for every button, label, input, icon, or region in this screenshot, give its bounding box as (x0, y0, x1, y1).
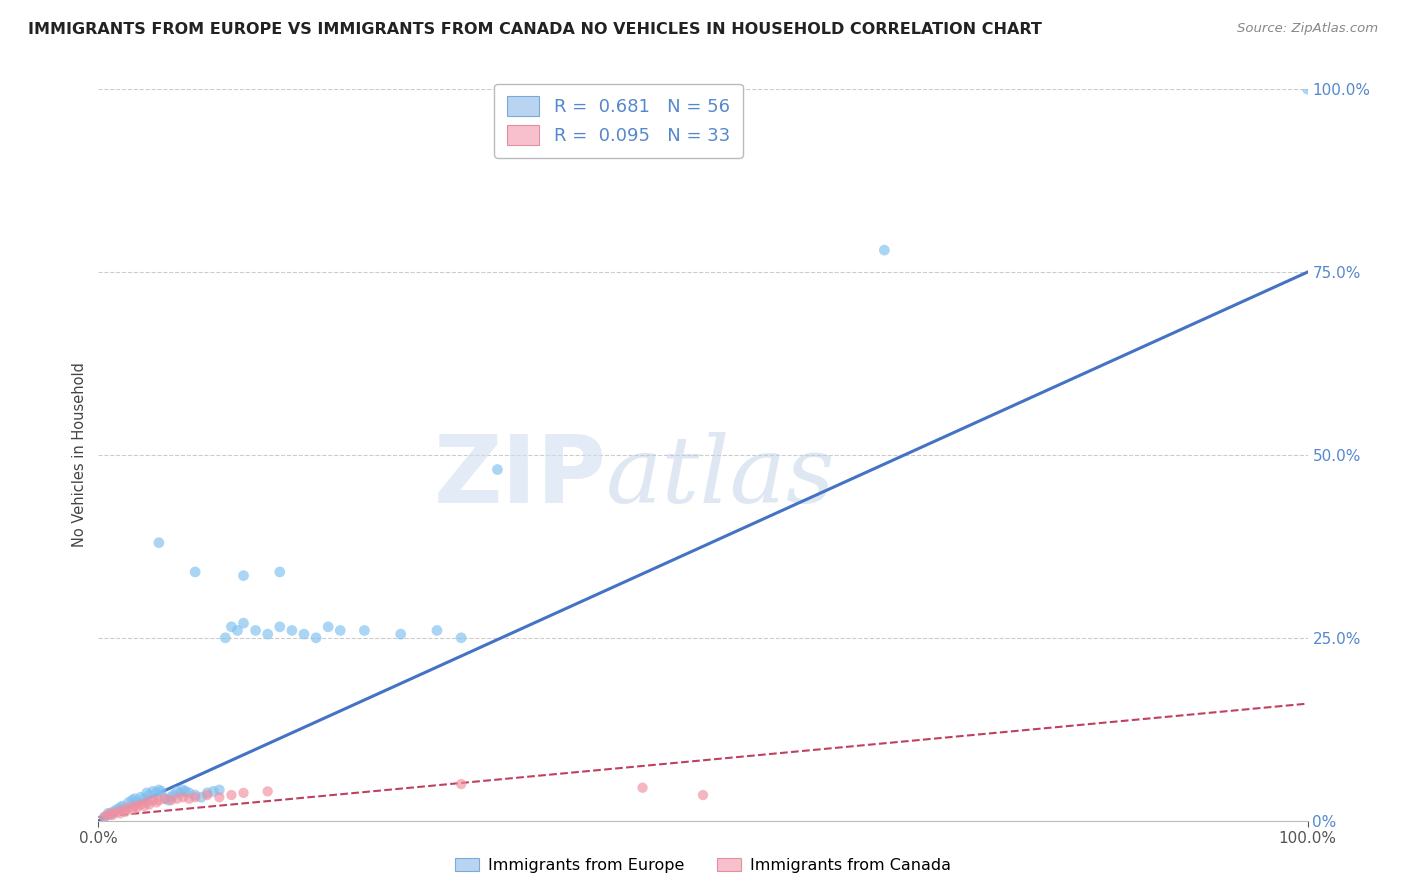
Point (208, 783, 231, 797)
Y-axis label: No Vehicles in Household: No Vehicles in Household (72, 362, 87, 548)
Point (450, 631, 472, 645)
Point (169, 786, 191, 800)
Point (1296, 82, 1319, 96)
Point (195, 786, 218, 800)
Point (281, 624, 304, 638)
Point (145, 796, 167, 810)
Point (873, 243, 896, 257)
Point (160, 790, 183, 805)
Point (148, 793, 170, 807)
Point (316, 620, 339, 634)
Point (114, 803, 136, 817)
Point (256, 627, 278, 641)
Point (93, 810, 115, 824)
Point (129, 790, 152, 805)
Point (108, 800, 131, 814)
Point (174, 784, 197, 798)
Point (157, 793, 180, 807)
Point (631, 780, 654, 795)
Point (269, 565, 291, 579)
Point (134, 791, 156, 805)
Point (101, 807, 124, 822)
Point (256, 784, 278, 798)
Point (184, 788, 207, 802)
Point (114, 805, 136, 819)
Point (105, 803, 128, 817)
Point (692, 788, 714, 802)
Point (184, 790, 207, 805)
Point (269, 620, 291, 634)
Point (142, 784, 165, 798)
Point (172, 790, 194, 805)
Point (184, 565, 207, 579)
Point (118, 800, 141, 814)
Point (292, 627, 315, 641)
Point (124, 791, 146, 805)
Point (226, 624, 249, 638)
Point (232, 786, 254, 800)
Point (166, 791, 188, 805)
Point (232, 568, 254, 582)
Text: ZIP: ZIP (433, 431, 606, 523)
Point (221, 620, 243, 634)
Point (153, 791, 176, 805)
Point (105, 805, 128, 819)
Point (135, 786, 157, 800)
Point (127, 800, 149, 814)
Point (142, 793, 165, 807)
Point (486, 462, 509, 476)
Point (232, 616, 254, 631)
Point (121, 793, 143, 807)
Point (160, 793, 183, 807)
Point (245, 624, 267, 638)
Point (97, 806, 120, 821)
Point (129, 797, 152, 812)
Point (138, 797, 160, 812)
Point (100, 807, 122, 822)
Point (202, 784, 225, 798)
Point (145, 786, 167, 800)
Point (389, 627, 412, 641)
Point (111, 799, 134, 814)
Point (93, 810, 115, 824)
Point (124, 799, 146, 814)
Point (127, 796, 149, 810)
Point (148, 783, 170, 797)
Point (153, 791, 176, 805)
Point (166, 784, 188, 798)
Point (208, 790, 231, 805)
Point (162, 788, 184, 802)
Point (134, 799, 156, 814)
Point (426, 624, 449, 638)
Point (179, 786, 201, 800)
Point (221, 788, 243, 802)
Text: Source: ZipAtlas.com: Source: ZipAtlas.com (1237, 22, 1378, 36)
Point (190, 790, 212, 805)
Point (121, 803, 143, 817)
Point (100, 806, 122, 821)
Point (150, 784, 173, 798)
Point (179, 791, 201, 805)
Point (138, 788, 160, 802)
Point (111, 803, 134, 817)
Legend: R =  0.681   N = 56, R =  0.095   N = 33: R = 0.681 N = 56, R = 0.095 N = 33 (494, 84, 742, 158)
Point (214, 631, 236, 645)
Point (135, 796, 157, 810)
Legend: Immigrants from Europe, Immigrants from Canada: Immigrants from Europe, Immigrants from … (449, 852, 957, 880)
Point (305, 631, 328, 645)
Text: atlas: atlas (606, 432, 835, 522)
Point (450, 777, 472, 791)
Point (148, 535, 170, 549)
Text: IMMIGRANTS FROM EUROPE VS IMMIGRANTS FROM CANADA NO VEHICLES IN HOUSEHOLD CORREL: IMMIGRANTS FROM EUROPE VS IMMIGRANTS FRO… (28, 22, 1042, 37)
Point (329, 624, 352, 638)
Point (108, 806, 131, 821)
Point (118, 796, 141, 810)
Point (353, 624, 375, 638)
Point (101, 805, 124, 819)
Point (172, 783, 194, 797)
Point (195, 788, 218, 802)
Point (97, 807, 120, 822)
